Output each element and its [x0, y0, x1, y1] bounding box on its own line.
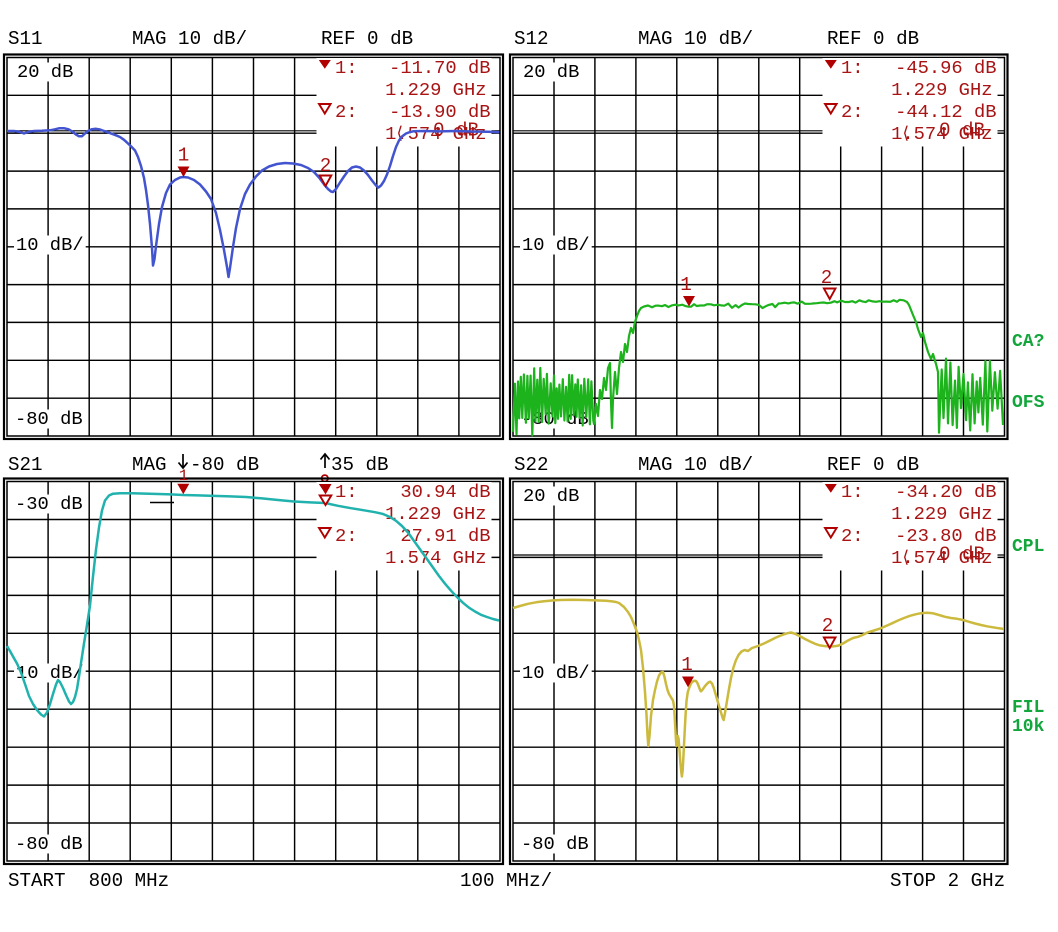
svg-text:-34.20 dB: -34.20 dB	[895, 481, 996, 503]
svg-text:-80 dB: -80 dB	[521, 833, 589, 855]
svg-text:20 dB: 20 dB	[523, 485, 579, 507]
svg-text:2: 2	[320, 155, 332, 177]
svg-text:27.91 dB: 27.91 dB	[400, 525, 490, 547]
svg-text:1: 1	[681, 654, 693, 676]
svg-text:0 dB: 0 dB	[939, 120, 985, 142]
svg-text:-11.70 dB: -11.70 dB	[389, 57, 490, 79]
svg-text:MAG: MAG	[132, 454, 167, 476]
svg-text:35 dB: 35 dB	[331, 454, 389, 476]
svg-text:CPL: CPL	[1012, 537, 1044, 557]
svg-text:30.94 dB: 30.94 dB	[400, 481, 490, 503]
svg-text:STOP 2 GHz: STOP 2 GHz	[890, 870, 1005, 892]
svg-text:S12: S12	[514, 28, 549, 50]
svg-text:10 dB/: 10 dB/	[522, 234, 590, 256]
svg-text:OFS: OFS	[1012, 393, 1045, 413]
svg-text:10 dB/: 10 dB/	[16, 662, 84, 684]
svg-text:FIL: FIL	[1012, 698, 1044, 718]
svg-text:⟨: ⟨	[397, 126, 404, 145]
svg-text:REF 0 dB: REF 0 dB	[321, 28, 413, 50]
svg-text:1: 1	[178, 145, 190, 167]
svg-text:10 dB/: 10 dB/	[522, 662, 590, 684]
svg-text:1.574 GHz: 1.574 GHz	[385, 123, 486, 145]
svg-text:REF 0 dB: REF 0 dB	[827, 454, 919, 476]
svg-text:1:: 1:	[841, 481, 864, 503]
svg-text:-13.90 dB: -13.90 dB	[389, 101, 490, 123]
svg-text:1.574 GHz: 1.574 GHz	[385, 547, 486, 569]
svg-text:⟨: ⟨	[903, 126, 910, 145]
svg-text:-80 dB: -80 dB	[15, 408, 83, 430]
svg-text:S22: S22	[514, 454, 549, 476]
svg-text:START 800 MHz: START 800 MHz	[8, 870, 169, 892]
svg-text:2:: 2:	[841, 101, 864, 123]
svg-text:10k: 10k	[1012, 717, 1045, 737]
svg-text:S11: S11	[8, 28, 43, 50]
svg-text:-45.96 dB: -45.96 dB	[895, 57, 996, 79]
svg-text:20 dB: 20 dB	[17, 61, 73, 83]
svg-text:1: 1	[680, 274, 692, 296]
svg-text:⟨: ⟨	[903, 550, 910, 569]
svg-text:20 dB: 20 dB	[523, 61, 579, 83]
svg-text:-80 dB: -80 dB	[15, 833, 83, 855]
svg-text:1:: 1:	[841, 57, 864, 79]
svg-text:CA?: CA?	[1012, 332, 1044, 352]
svg-text:1.229 GHz: 1.229 GHz	[891, 79, 992, 101]
svg-text:MAG 10 dB/: MAG 10 dB/	[132, 28, 247, 50]
svg-text:2: 2	[821, 267, 833, 289]
svg-text:1.574 GHz: 1.574 GHz	[891, 123, 992, 145]
svg-text:-44.12 dB: -44.12 dB	[895, 101, 996, 123]
svg-text:1:: 1:	[335, 481, 358, 503]
svg-text:10 dB/: 10 dB/	[16, 234, 84, 256]
svg-text:1:: 1:	[335, 57, 358, 79]
svg-text:2:: 2:	[335, 525, 358, 547]
svg-text:1.229 GHz: 1.229 GHz	[385, 79, 486, 101]
svg-text:1.574 GHz: 1.574 GHz	[891, 547, 992, 569]
svg-text:100 MHz/: 100 MHz/	[460, 870, 552, 892]
svg-text:-23.80 dB: -23.80 dB	[895, 525, 996, 547]
svg-text:MAG 10 dB/: MAG 10 dB/	[638, 28, 753, 50]
svg-text:1.229 GHz: 1.229 GHz	[891, 503, 992, 525]
svg-text:-30 dB: -30 dB	[15, 493, 83, 515]
svg-text:0 dB: 0 dB	[939, 544, 985, 566]
svg-text:1.229 GHz: 1.229 GHz	[385, 503, 486, 525]
svg-text:2:: 2:	[335, 101, 358, 123]
svg-text:S21: S21	[8, 454, 43, 476]
svg-text:2:: 2:	[841, 525, 864, 547]
svg-text:-80 dB: -80 dB	[190, 454, 259, 476]
svg-text:2: 2	[822, 615, 834, 637]
svg-text:MAG 10 dB/: MAG 10 dB/	[638, 454, 753, 476]
svg-text:REF 0 dB: REF 0 dB	[827, 28, 919, 50]
svg-text:1: 1	[179, 467, 189, 485]
